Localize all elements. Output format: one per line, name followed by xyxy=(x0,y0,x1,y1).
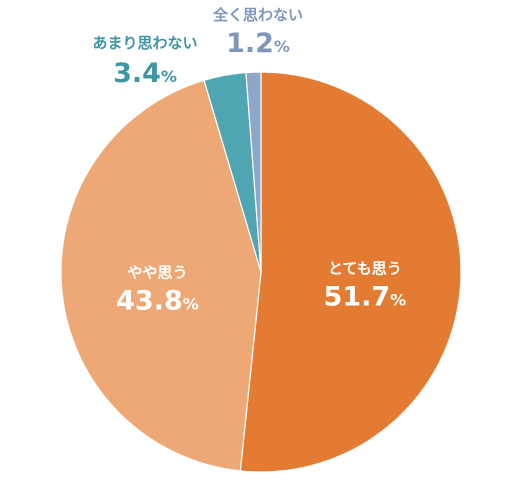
slice-value-unit: % xyxy=(183,295,199,314)
slice-labels: とても思う 51.7% やや思う 43.8% あまり思わない 3.4% 全く思わない 1.2% xyxy=(92,6,406,317)
pie-slice xyxy=(245,71,262,273)
slice-value-label: 1.2% xyxy=(226,28,290,59)
slice-label: とても思う xyxy=(328,259,402,277)
slice-value-label: 51.7% xyxy=(324,281,407,312)
slice-value-number: 3.4 xyxy=(113,58,161,89)
slice-value-label: 3.4% xyxy=(113,58,177,89)
pie-slice xyxy=(239,71,462,473)
slice-label: 全く思わない xyxy=(212,6,303,24)
slice-value-label: 43.8% xyxy=(116,286,199,317)
slice-label: あまり思わない xyxy=(92,34,197,52)
slice-value-unit: % xyxy=(161,67,177,86)
slice-label: やや思う xyxy=(127,264,187,282)
slice-value-unit: % xyxy=(390,290,406,309)
slice-value-number: 43.8 xyxy=(116,286,183,317)
pie-slice xyxy=(60,79,262,472)
slice-value-number: 1.2 xyxy=(226,28,274,59)
slice-value-number: 51.7 xyxy=(324,281,391,312)
pie-slices xyxy=(60,71,462,473)
slice-value-unit: % xyxy=(274,37,290,56)
